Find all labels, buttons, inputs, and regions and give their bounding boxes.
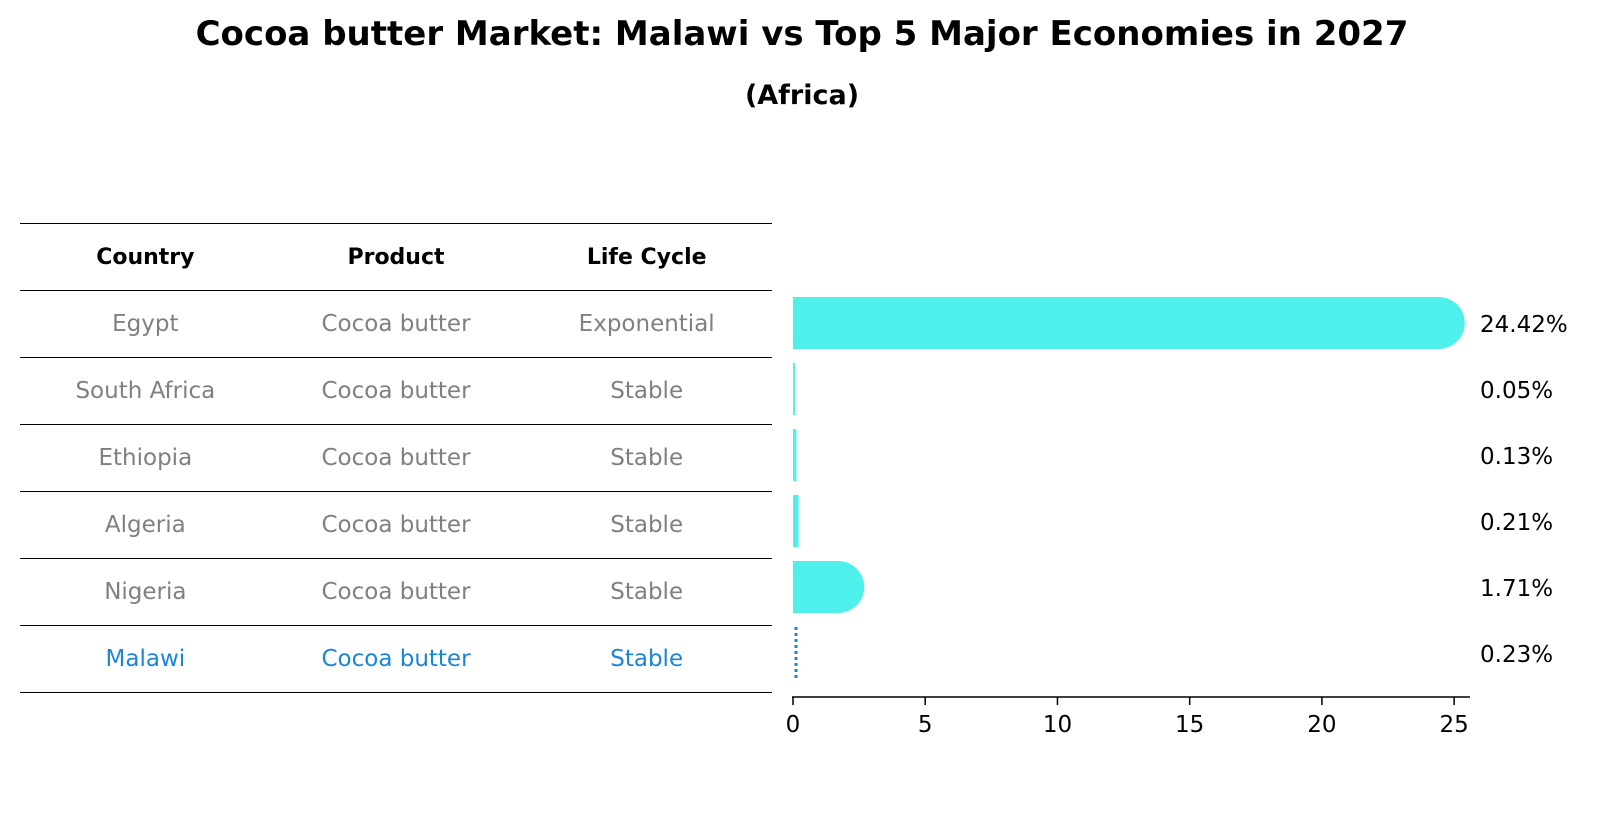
table-row: Algeria Cocoa butter Stable xyxy=(20,492,772,559)
country-cell: Nigeria xyxy=(104,579,187,605)
bar-algeria xyxy=(793,495,799,547)
product-cell: Cocoa butter xyxy=(321,445,471,471)
table-row: Ethiopia Cocoa butter Stable xyxy=(20,425,772,492)
life-cycle-cell: Stable xyxy=(610,445,684,471)
column-header-life-cycle: Life Cycle xyxy=(586,244,707,270)
life-cycle-cell: Stable xyxy=(610,579,684,605)
x-tick-label: 15 xyxy=(1175,712,1204,738)
country-cell: Algeria xyxy=(104,512,186,538)
bar-south-africa xyxy=(793,363,795,415)
value-label: 0.05% xyxy=(1480,378,1553,404)
product-cell: Cocoa butter xyxy=(321,311,471,337)
column-header-country: Country xyxy=(96,244,195,270)
product-cell: Cocoa butter xyxy=(321,579,471,605)
x-tick-label: 25 xyxy=(1439,712,1468,738)
value-label: 1.71% xyxy=(1480,576,1553,602)
value-label: 0.23% xyxy=(1480,642,1553,668)
life-cycle-cell: Stable xyxy=(610,646,684,672)
chart-title: Cocoa butter Market: Malawi vs Top 5 Maj… xyxy=(195,14,1409,54)
table-header-row: Country Product Life Cycle xyxy=(20,224,772,291)
value-label: 0.13% xyxy=(1480,444,1553,470)
column-header-product: Product xyxy=(347,244,445,270)
bar-egypt xyxy=(793,297,1439,349)
x-tick-label: 20 xyxy=(1307,712,1336,738)
bar-end-cap xyxy=(1412,297,1465,349)
x-tick-label: 0 xyxy=(786,712,801,738)
country-cell: South Africa xyxy=(75,378,216,404)
table-row: Nigeria Cocoa butter Stable xyxy=(20,559,772,626)
table-row-highlighted: Malawi Cocoa butter Stable xyxy=(20,626,772,693)
bar-end-cap xyxy=(812,561,865,613)
value-label: 24.42% xyxy=(1480,312,1568,338)
x-tick-label: 10 xyxy=(1043,712,1072,738)
table-row: Egypt Cocoa butter Exponential xyxy=(20,291,772,358)
country-table: Country Product Life Cycle Egypt Cocoa b… xyxy=(20,223,772,693)
life-cycle-cell: Exponential xyxy=(578,311,715,337)
bar-ethiopia xyxy=(793,429,797,481)
product-cell: Cocoa butter xyxy=(321,378,471,404)
country-cell: Malawi xyxy=(105,646,186,672)
chart-subtitle: (Africa) xyxy=(744,80,860,111)
table-row: South Africa Cocoa butter Stable xyxy=(20,358,772,425)
x-tick-label: 5 xyxy=(918,712,933,738)
country-cell: Egypt xyxy=(112,311,179,337)
product-cell: Cocoa butter xyxy=(321,646,471,672)
value-label: 0.21% xyxy=(1480,510,1553,536)
country-cell: Ethiopia xyxy=(98,445,193,471)
product-cell: Cocoa butter xyxy=(321,512,471,538)
life-cycle-cell: Stable xyxy=(610,512,684,538)
life-cycle-cell: Stable xyxy=(610,378,684,404)
